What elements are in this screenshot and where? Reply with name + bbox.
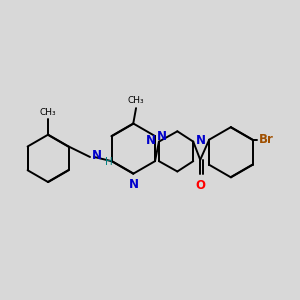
Text: H: H — [104, 157, 112, 167]
Text: CH₃: CH₃ — [40, 107, 56, 116]
Text: N: N — [157, 130, 167, 142]
Text: N: N — [129, 178, 139, 191]
Text: O: O — [195, 179, 205, 192]
Text: CH₃: CH₃ — [128, 95, 144, 104]
Text: N: N — [92, 149, 102, 162]
Text: N: N — [146, 134, 156, 147]
Text: N: N — [196, 134, 206, 147]
Text: Br: Br — [259, 133, 274, 146]
